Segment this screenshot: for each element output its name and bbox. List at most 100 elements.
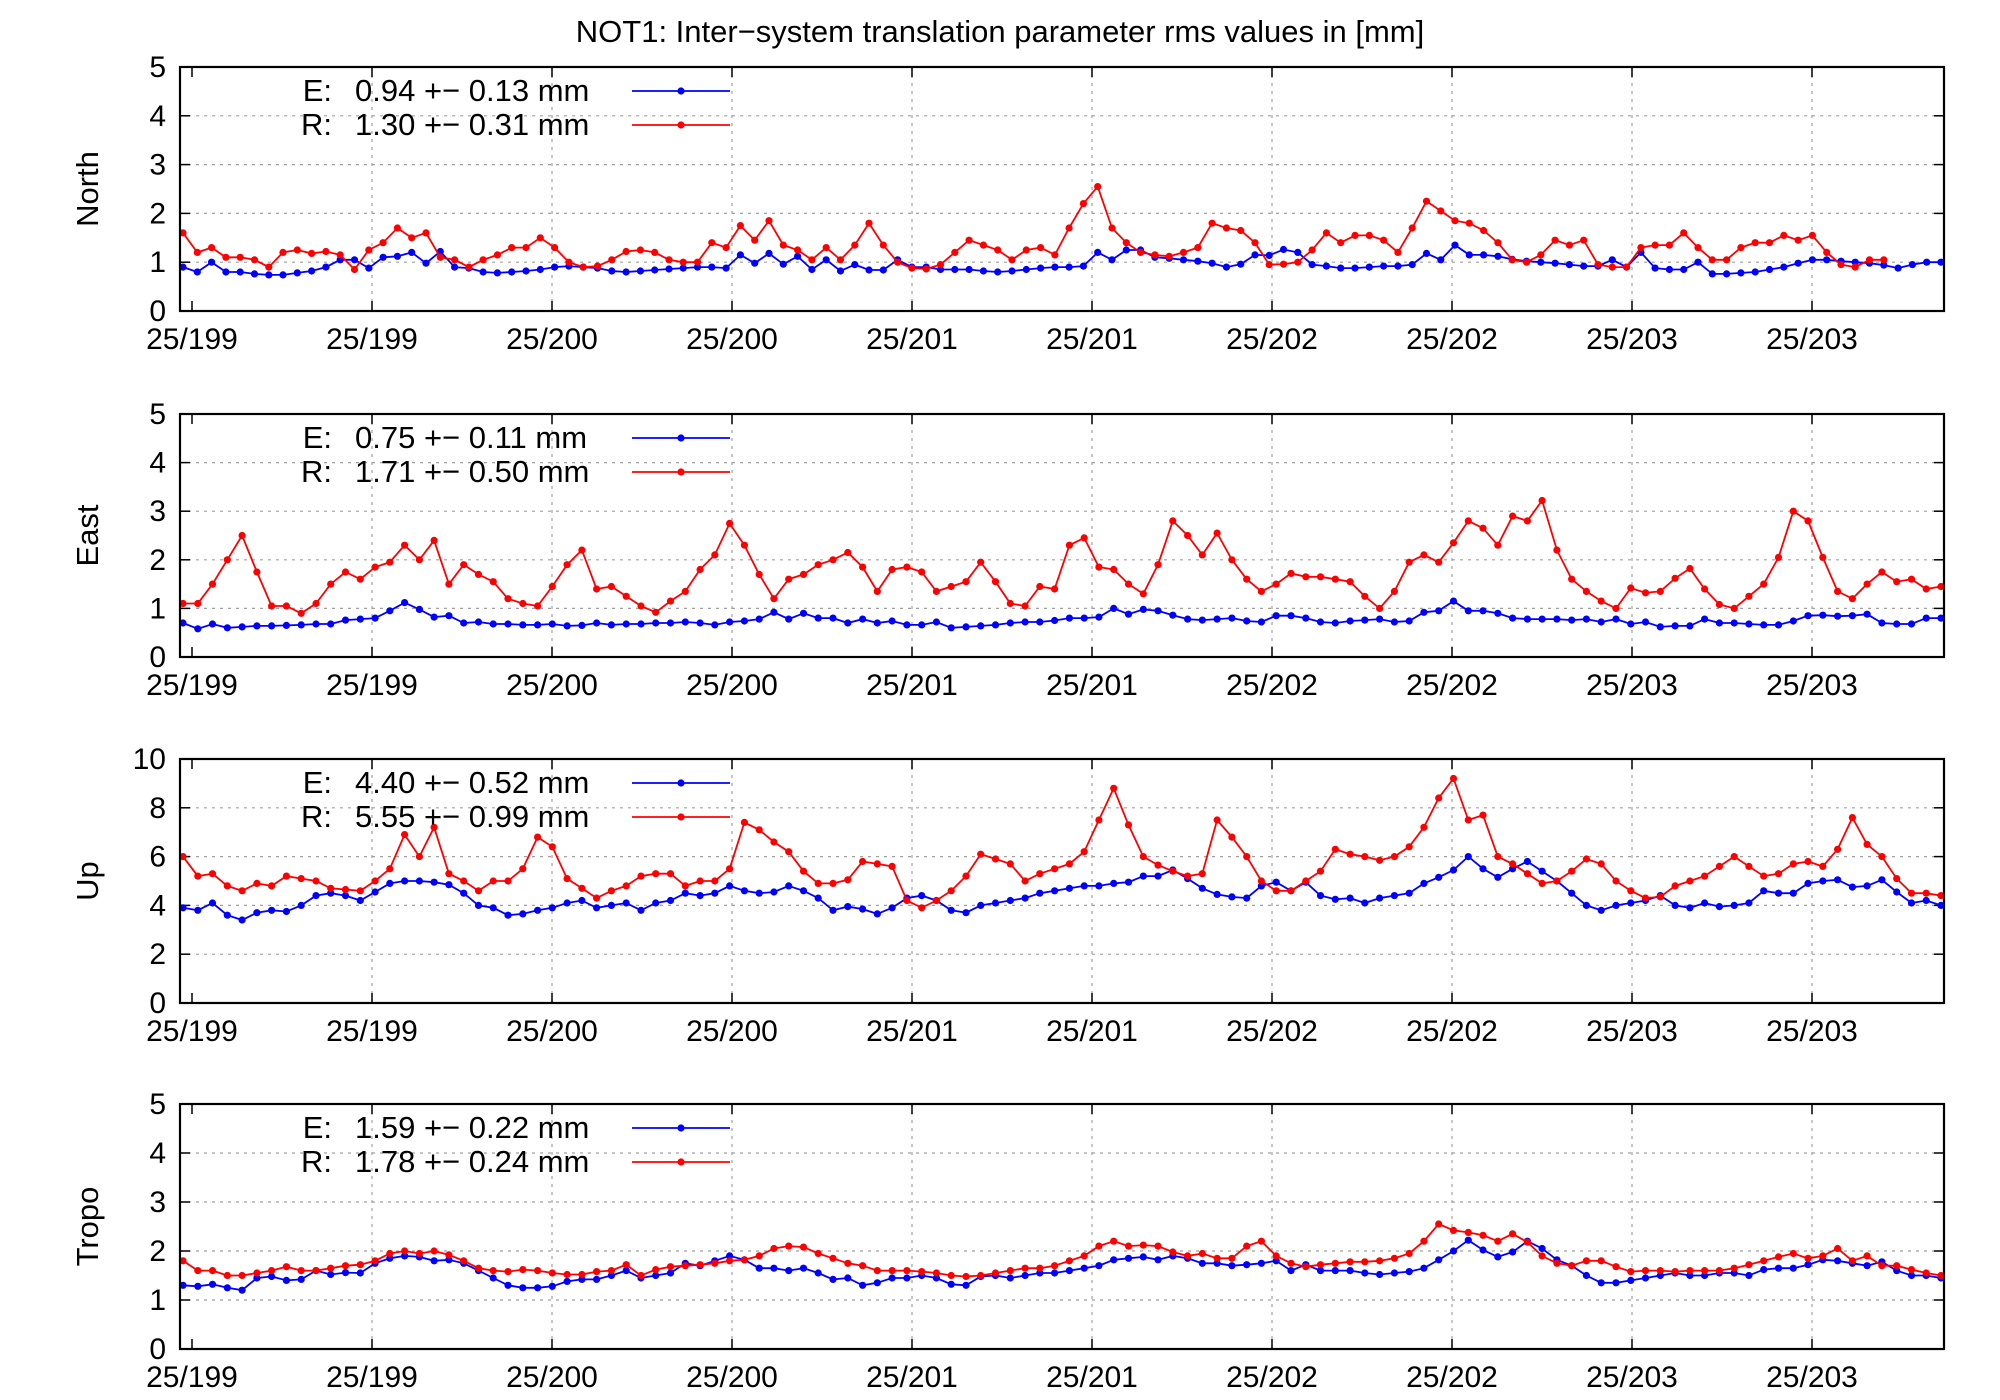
data-point-E xyxy=(1080,614,1088,622)
legend-key: R: xyxy=(301,1144,332,1179)
data-point-E xyxy=(696,892,704,900)
data-point-R xyxy=(460,561,468,569)
data-point-R xyxy=(991,578,1000,586)
data-point-R xyxy=(1287,1259,1295,1267)
data-point-R xyxy=(593,1268,601,1276)
y-tick-label: 1 xyxy=(149,246,166,279)
data-point-R xyxy=(401,1247,409,1255)
plot-frame xyxy=(178,65,1946,313)
data-point-R xyxy=(711,551,719,559)
data-point-E xyxy=(1065,1267,1073,1275)
data-point-E xyxy=(932,1274,941,1282)
data-point-E xyxy=(1331,1267,1339,1275)
data-point-E xyxy=(1538,1244,1546,1253)
data-point-E xyxy=(179,619,187,627)
data-point-R xyxy=(548,1269,556,1277)
data-point-E xyxy=(563,899,571,907)
data-point-E xyxy=(341,616,350,624)
data-point-E xyxy=(327,620,335,628)
data-point-E xyxy=(607,621,616,629)
data-point-E xyxy=(1612,1279,1620,1287)
x-tick-label: 25/201 xyxy=(1046,1015,1138,1048)
legend-key: E: xyxy=(303,765,332,800)
data-point-E xyxy=(711,889,719,897)
data-point-R xyxy=(445,1251,453,1259)
data-point-E xyxy=(253,909,261,917)
data-point-R xyxy=(977,1271,985,1280)
data-point-R xyxy=(474,570,483,579)
data-point-R xyxy=(681,1262,689,1270)
data-point-E xyxy=(1405,889,1413,897)
data-point-E xyxy=(1907,899,1916,907)
data-point-R xyxy=(460,1257,468,1265)
data-point-E xyxy=(1922,896,1930,905)
data-point-R xyxy=(1272,580,1280,588)
data-point-R xyxy=(1701,1267,1709,1275)
data-point-R xyxy=(282,602,290,610)
data-point-R xyxy=(1006,860,1014,868)
data-point-R xyxy=(1405,843,1413,851)
data-point-E xyxy=(415,877,423,885)
data-point-E xyxy=(755,889,763,897)
data-point-R xyxy=(1665,241,1673,249)
legend-marker-E xyxy=(677,87,685,95)
x-tick-label: 25/200 xyxy=(506,669,598,702)
data-point-E xyxy=(1765,265,1774,274)
data-point-R xyxy=(622,247,630,256)
data-point-R xyxy=(1863,580,1871,588)
data-point-R xyxy=(1804,517,1812,525)
data-point-R xyxy=(1804,857,1812,866)
data-point-E xyxy=(962,1281,970,1289)
data-point-R xyxy=(1390,587,1398,596)
data-point-R xyxy=(1568,867,1576,875)
data-point-R xyxy=(1095,1242,1103,1250)
data-point-E xyxy=(1420,879,1428,888)
data-point-E xyxy=(1346,1267,1354,1275)
data-point-R xyxy=(386,865,394,873)
data-point-R xyxy=(799,1243,808,1251)
data-point-R xyxy=(1302,1263,1310,1271)
data-point-R xyxy=(1612,1263,1620,1271)
data-point-R xyxy=(1479,1231,1487,1239)
data-point-R xyxy=(356,575,364,583)
data-point-E xyxy=(322,263,330,271)
data-point-R xyxy=(371,1257,379,1265)
series-line-E xyxy=(182,243,1941,276)
data-point-R xyxy=(386,1249,394,1258)
data-point-E xyxy=(1139,605,1147,614)
data-point-E xyxy=(194,625,202,633)
data-point-R xyxy=(1597,1257,1605,1265)
data-point-E xyxy=(222,268,230,276)
data-point-R xyxy=(1194,244,1202,252)
data-point-E xyxy=(622,899,630,907)
data-point-E xyxy=(1139,872,1147,880)
data-point-R xyxy=(1208,219,1216,227)
data-point-R xyxy=(947,582,955,591)
data-point-R xyxy=(1154,861,1162,869)
data-point-R xyxy=(751,236,759,244)
data-point-R xyxy=(1848,595,1856,603)
data-point-R xyxy=(1351,231,1359,239)
data-point-E xyxy=(551,263,559,271)
data-point-R xyxy=(1272,1252,1280,1260)
data-point-R xyxy=(223,556,231,564)
data-point-R xyxy=(401,541,409,549)
data-point-E xyxy=(208,1280,217,1288)
data-point-E xyxy=(765,249,773,257)
data-point-R xyxy=(253,1269,261,1277)
data-point-E xyxy=(1808,256,1816,264)
data-point-E xyxy=(1464,853,1472,861)
data-point-E xyxy=(282,907,290,916)
data-point-R xyxy=(327,1264,335,1272)
data-point-E xyxy=(519,910,527,918)
data-point-E xyxy=(1051,887,1059,895)
data-point-R xyxy=(1169,517,1177,525)
data-point-E xyxy=(1760,887,1768,895)
data-point-R xyxy=(1523,517,1531,525)
data-point-E xyxy=(1878,619,1886,627)
data-point-R xyxy=(1272,887,1280,895)
data-point-R xyxy=(1765,239,1774,247)
data-point-E xyxy=(1243,617,1251,625)
data-point-R xyxy=(1774,553,1783,562)
